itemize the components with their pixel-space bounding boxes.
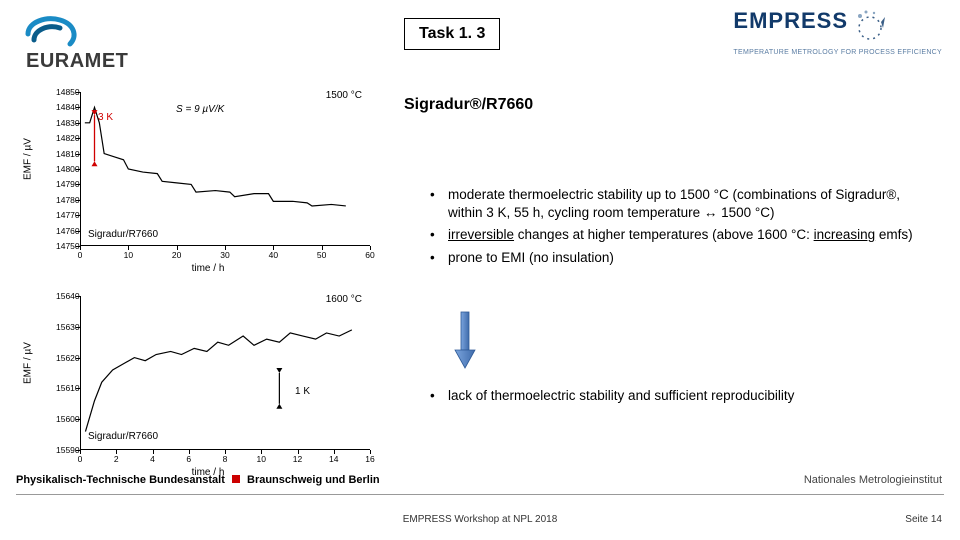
bullet-list: • moderate thermoelectric stability up t… <box>430 186 930 271</box>
chart-series <box>80 296 370 450</box>
bullet-item: • irreversible changes at higher tempera… <box>430 226 930 244</box>
euramet-logo: EURAMET <box>22 14 172 73</box>
footer-center: EMPRESS Workshop at NPL 2018 <box>0 514 960 525</box>
three-k-annotation: 3 K <box>98 112 113 123</box>
empress-text: EMPRESS <box>733 8 848 33</box>
footer-left: Physikalisch-Technische Bundesanstalt Br… <box>16 474 380 486</box>
s-annotation: S = 9 µV/K <box>176 104 224 115</box>
one-k-annotation: 1 K <box>295 386 310 397</box>
empress-logo: EMPRESS TEMPERATURE METROLOGY FOR PROCES… <box>733 8 942 56</box>
chart-series <box>80 92 370 246</box>
bullet-item: • moderate thermoelectric stability up t… <box>430 186 930 222</box>
conclusion-text: lack of thermoelectric stability and suf… <box>448 388 794 403</box>
temp-annotation: 1600 °C <box>326 294 362 305</box>
bullet-marker: • <box>430 226 448 244</box>
y-axis-label: EMF / µV <box>23 342 34 384</box>
bullet-marker: • <box>430 249 448 267</box>
empress-circle-icon <box>852 8 888 49</box>
material-label: Sigradur/R7660 <box>88 431 158 442</box>
conclusion-bullet: • lack of thermoelectric stability and s… <box>430 388 950 403</box>
bullet-item: • prone to EMI (no insulation) <box>430 249 930 267</box>
euramet-text: EURAMET <box>26 50 128 72</box>
bullet-marker: • <box>430 186 448 222</box>
bullet-text: irreversible changes at higher temperatu… <box>448 226 930 244</box>
euramet-swirl-icon <box>22 14 82 50</box>
arrow-down-icon <box>454 310 476 370</box>
footer-right-top: Nationales Metrologieinstitut <box>804 474 942 486</box>
footer-rule <box>16 494 944 495</box>
material-label: Sigradur/R7660 <box>88 229 158 240</box>
temp-annotation: 1500 °C <box>326 90 362 101</box>
task-box: Task 1. 3 <box>404 18 500 50</box>
emf-chart-1600c: EMF / µV time / h 1559015600156101562015… <box>36 288 380 480</box>
material-heading: Sigradur®/R7660 <box>404 96 533 114</box>
empress-tagline: TEMPERATURE METROLOGY FOR PROCESS EFFICI… <box>733 49 942 56</box>
bullet-text: prone to EMI (no insulation) <box>448 249 930 267</box>
y-axis-label: EMF / µV <box>23 138 34 180</box>
bullet-marker: • <box>430 388 448 403</box>
bullet-text: moderate thermoelectric stability up to … <box>448 186 930 222</box>
emf-chart-1500c: EMF / µV time / h 1475014760147701478014… <box>36 84 380 276</box>
x-axis-label: time / h <box>192 263 225 274</box>
red-square-icon <box>232 475 240 483</box>
footer-page: Seite 14 <box>905 514 942 525</box>
